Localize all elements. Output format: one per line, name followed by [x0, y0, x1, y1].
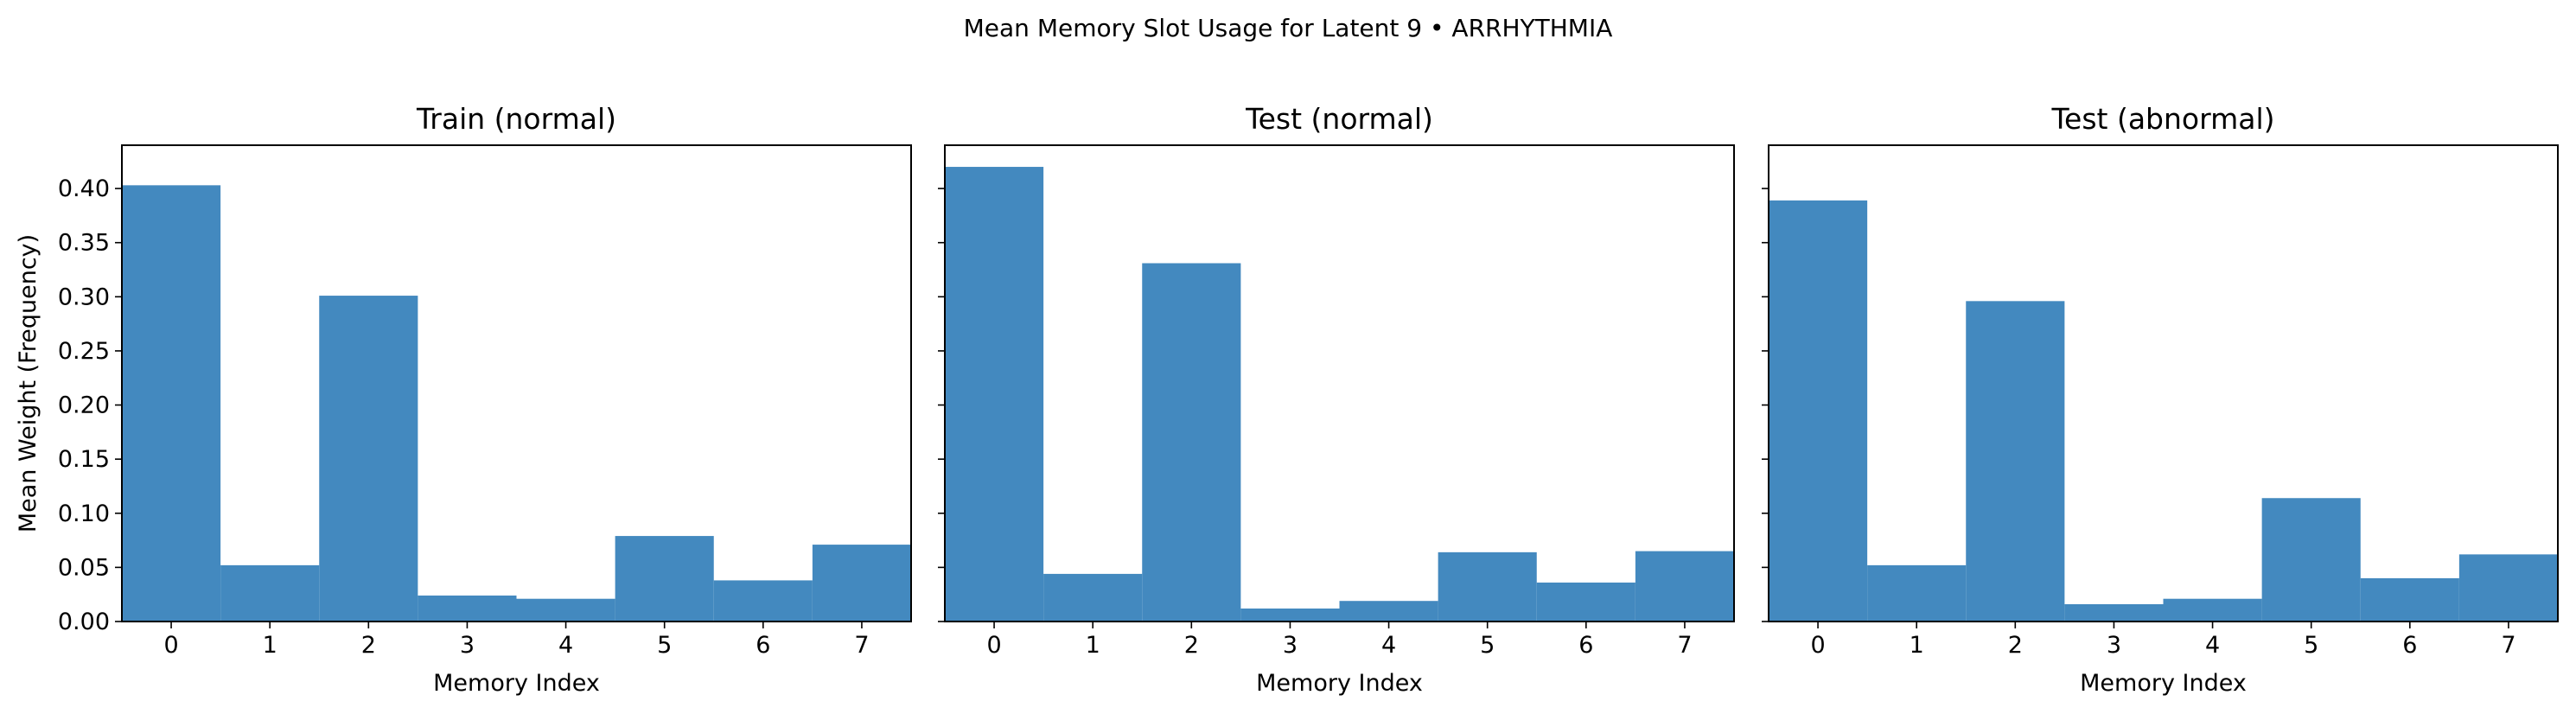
bar-2 — [319, 296, 418, 622]
x-tick-label: 7 — [1677, 632, 1692, 659]
bar-4 — [2163, 598, 2262, 622]
bar-2 — [1966, 301, 2065, 622]
y-tick-label: 0.35 — [58, 230, 110, 257]
bar-7 — [812, 545, 911, 622]
y-tick-label: 0.30 — [58, 284, 110, 310]
axes-frame — [1768, 144, 2559, 622]
x-tick-label: 5 — [657, 632, 672, 659]
bar-5 — [615, 536, 714, 622]
chart-panel-0: Train (normal) 0 1 2 3 4 5 6 7 0.00 0.05 0.10 0.15 0.… — [15, 102, 912, 697]
x-tick-label: 1 — [1910, 632, 1924, 659]
x-tick-label: 3 — [2107, 632, 2121, 659]
panel-title: Train (normal) — [416, 102, 616, 136]
bar-7 — [1635, 551, 1734, 622]
x-tick-label: 3 — [1283, 632, 1298, 659]
bar-1 — [220, 564, 320, 622]
y-tick-label: 0.05 — [58, 554, 110, 581]
x-tick-label: 2 — [1184, 632, 1199, 659]
bar-0 — [122, 185, 221, 622]
x-tick-label: 5 — [2304, 632, 2318, 659]
bar-5 — [2261, 498, 2361, 622]
x-tick-label: 4 — [2205, 632, 2220, 659]
bar-7 — [2458, 554, 2558, 622]
y-tick-label: 0.40 — [58, 175, 110, 202]
bar-3 — [418, 595, 517, 622]
x-axis-label: Memory Index — [2080, 670, 2247, 697]
x-tick-label: 0 — [986, 632, 1001, 659]
x-tick-label: 3 — [460, 632, 475, 659]
x-tick-label: 7 — [854, 632, 869, 659]
x-tick-label: 6 — [1578, 632, 1593, 659]
y-tick-label: 0.15 — [58, 446, 110, 473]
bar-3 — [2064, 603, 2164, 622]
x-tick-label: 5 — [1480, 632, 1495, 659]
x-tick-label: 7 — [2501, 632, 2515, 659]
bar-2 — [1142, 263, 1241, 622]
x-tick-label: 2 — [2008, 632, 2023, 659]
bar-6 — [1536, 582, 1636, 622]
x-tick-label: 6 — [2402, 632, 2417, 659]
bar-4 — [516, 598, 615, 622]
x-tick-label: 4 — [558, 632, 573, 659]
x-tick-label: 1 — [263, 632, 277, 659]
x-tick-label: 0 — [163, 632, 178, 659]
bar-1 — [1043, 573, 1143, 622]
x-tick-label: 2 — [361, 632, 376, 659]
bar-0 — [945, 167, 1044, 622]
bar-0 — [1769, 200, 1868, 622]
x-tick-label: 1 — [1086, 632, 1100, 659]
chart-panel-1: Test (normal) 0 1 2 3 4 5 6 7 Memory Index — [938, 102, 1735, 697]
bar-1 — [1867, 564, 1967, 622]
x-tick-label: 4 — [1381, 632, 1396, 659]
panel-title: Test (normal) — [1245, 102, 1433, 136]
bar-6 — [2360, 577, 2459, 622]
figure-suptitle: Mean Memory Slot Usage for Latent 9 • AR… — [964, 14, 1613, 42]
y-tick-label: 0.20 — [58, 392, 110, 419]
bar-5 — [1438, 551, 1537, 622]
axes-frame — [944, 144, 1735, 622]
y-tick-label: 0.25 — [58, 338, 110, 365]
x-axis-label: Memory Index — [1256, 670, 1423, 697]
bar-4 — [1339, 601, 1438, 622]
bar-6 — [713, 580, 813, 622]
y-tick-label: 0.00 — [58, 609, 110, 635]
axes-frame — [121, 144, 912, 622]
x-tick-label: 6 — [756, 632, 770, 659]
y-axis-label: Mean Weight (Frequency) — [15, 234, 41, 532]
chart-panels: Train (normal) 0 1 2 3 4 5 6 7 0.00 0.05 0.10 0.15 0.… — [15, 102, 2559, 697]
x-tick-label: 0 — [1810, 632, 1825, 659]
bar-3 — [1240, 608, 1340, 622]
chart-panel-2: Test (abnormal) 0 1 2 3 4 5 6 7 Memory Index — [1762, 102, 2559, 697]
x-axis-label: Memory Index — [433, 670, 600, 697]
panel-title: Test (abnormal) — [2050, 102, 2274, 136]
y-tick-label: 0.10 — [58, 500, 110, 527]
